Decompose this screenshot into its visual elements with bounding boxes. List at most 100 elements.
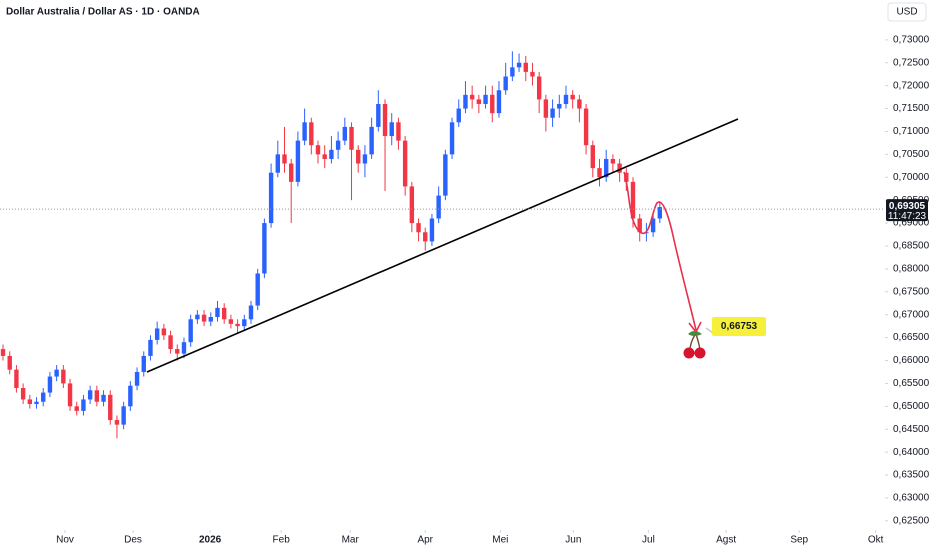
candle-body [536, 76, 542, 100]
candle-body [543, 99, 549, 118]
candle-body [409, 186, 415, 224]
candle-body [262, 223, 267, 274]
candle-body [255, 273, 260, 306]
candle-body [603, 158, 609, 178]
candle-body [215, 307, 220, 317]
candle-body [577, 99, 582, 109]
y-tick-label: 0,67000 [893, 309, 930, 320]
candle-body [617, 163, 622, 173]
candle-body [583, 108, 589, 146]
candle-body [557, 103, 562, 109]
trend-line [146, 118, 739, 373]
y-tick-label: 0,72500 [893, 57, 930, 68]
candle-body [490, 94, 495, 114]
candle-body [121, 406, 126, 425]
y-tick-label: 0,71000 [893, 126, 930, 137]
candle-body [242, 319, 247, 327]
candle-body [463, 94, 468, 109]
candle-body [235, 323, 240, 327]
candle-body [423, 232, 428, 242]
y-tick-label: 0,68000 [893, 264, 930, 275]
y-tick-label: 0,70000 [893, 172, 930, 183]
x-tick-label: Mar [342, 535, 360, 546]
candle-body [161, 328, 167, 336]
candle-body [382, 103, 388, 137]
candle-body [523, 62, 528, 72]
candle-body [342, 126, 348, 141]
target-box [712, 317, 766, 337]
candle-body [34, 401, 39, 405]
y-tick-label: 0,66500 [893, 332, 930, 343]
candle-body [141, 355, 146, 372]
candle-body [570, 94, 575, 100]
candle-body [87, 390, 93, 400]
candle-body [128, 385, 133, 407]
candle-body [47, 376, 53, 393]
candle-body [322, 154, 327, 159]
candle-body [27, 399, 33, 405]
x-tick-label: Jun [565, 535, 581, 546]
x-tick-label: Apr [417, 535, 433, 546]
candle-body [449, 122, 455, 155]
candle-body [302, 122, 307, 141]
candle-body [436, 195, 441, 219]
x-tick-label: Okt [868, 535, 884, 546]
candle-body [429, 218, 435, 242]
candle-body [590, 145, 595, 169]
candle-body [61, 369, 66, 384]
y-tick-label: 0,70500 [893, 149, 930, 160]
candle-body [114, 420, 120, 425]
x-tick-label: 2026 [199, 535, 222, 546]
candle-body [195, 314, 200, 320]
x-tick-label: Nov [56, 535, 74, 546]
y-tick-label: 0,63500 [893, 470, 930, 481]
candle-body [402, 140, 408, 187]
x-tick-label: Jul [642, 535, 655, 546]
candle-body [416, 223, 421, 233]
x-tick-label: Agst [716, 535, 736, 546]
currency-label[interactable]: USD [896, 7, 917, 18]
candle-body [20, 387, 26, 400]
candle-body [208, 316, 213, 322]
candle-body [376, 103, 381, 127]
candle-body [315, 145, 321, 155]
candle-body [282, 154, 287, 164]
target-label: 0,66753 [721, 321, 758, 332]
candle-body [516, 62, 522, 68]
candle-body [396, 122, 401, 141]
candle-body [637, 218, 642, 233]
candle-body [309, 122, 314, 146]
candle-body [369, 126, 374, 155]
candle-body [483, 94, 488, 104]
candle-body [94, 390, 100, 402]
y-tick-label: 0,73000 [893, 34, 930, 45]
x-tick-label: Sep [790, 535, 808, 546]
candle-body [295, 140, 301, 182]
candle-body [476, 99, 482, 104]
candle-body [168, 335, 173, 350]
y-tick-label: 0,68500 [893, 241, 930, 252]
y-tick-label: 0,63000 [893, 493, 930, 504]
price-marker-label: 0,69305 [889, 201, 926, 212]
candle-body [0, 349, 6, 356]
candle-body [597, 168, 602, 178]
candle-body [657, 207, 663, 219]
x-tick-label: Mei [492, 535, 508, 546]
candle-body [644, 232, 649, 234]
y-tick-label: 0,69000 [893, 218, 930, 229]
y-tick-label: 0,65500 [893, 378, 930, 389]
candle-body [74, 406, 79, 411]
candle-body [134, 371, 140, 386]
candle-body [335, 140, 341, 150]
plot-area [0, 51, 663, 439]
y-tick-label: 0,71500 [893, 103, 930, 114]
candle-body [188, 319, 193, 343]
candle-body [630, 181, 636, 219]
currency-box[interactable] [887, 2, 927, 22]
candle-body [221, 307, 227, 320]
candle-body [248, 305, 254, 320]
candle-body [650, 218, 656, 233]
candle-body [67, 383, 73, 407]
y-tick-label: 0,64500 [893, 424, 930, 435]
